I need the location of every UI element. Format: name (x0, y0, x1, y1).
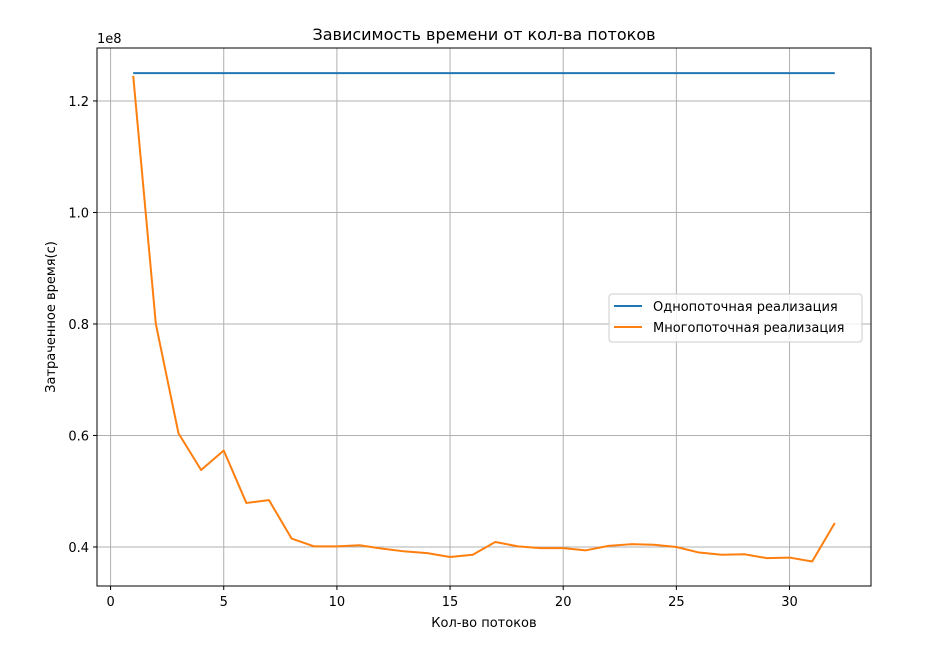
series-line-2 (132, 75, 836, 563)
x-tick-label: 15 (442, 595, 459, 610)
x-axis-ticks: 0 5 10 15 20 25 30 (106, 586, 798, 610)
x-tick-label: 0 (106, 595, 114, 610)
x-tick-label: 30 (781, 595, 798, 610)
x-tick-label: 25 (668, 595, 685, 610)
legend: Однопоточная реализация Многопоточная реа… (608, 293, 863, 343)
x-axis-label: Кол-во потоков (431, 616, 536, 631)
y-tick-label: 0.4 (68, 541, 89, 556)
y-tick-label: 0.6 (68, 429, 89, 444)
chart-title: Зависимость времени от кол-ва потоков (312, 25, 655, 44)
series-lines (132, 72, 836, 563)
x-tick-label: 5 (220, 595, 228, 610)
y-axis-offset-label: 1e8 (97, 32, 122, 47)
y-tick-label: 0.8 (68, 318, 89, 333)
plot-area-frame (96, 47, 872, 587)
legend-box (608, 293, 863, 343)
legend-label-1: Однопоточная реализация (653, 300, 838, 315)
legend-label-2: Многопоточная реализация (653, 321, 845, 336)
x-tick-label: 10 (329, 595, 346, 610)
y-axis-ticks: 0.4 0.6 0.8 1.0 1.2 (68, 95, 97, 556)
x-tick-label: 20 (555, 595, 572, 610)
y-tick-label: 1.2 (68, 95, 89, 110)
y-axis-label: Затраченное время(с) (44, 241, 59, 393)
y-tick-label: 1.0 (68, 206, 89, 221)
